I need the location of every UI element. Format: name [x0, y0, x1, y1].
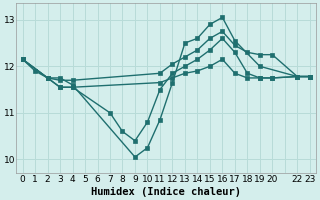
- X-axis label: Humidex (Indice chaleur): Humidex (Indice chaleur): [91, 186, 241, 197]
